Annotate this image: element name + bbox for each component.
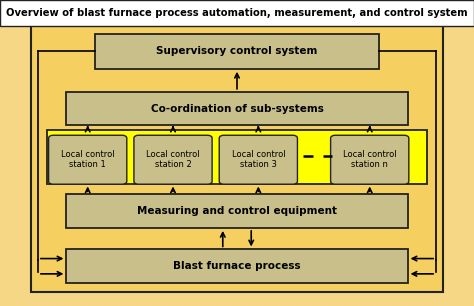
- Text: Overview of blast furnace process automation, measurement, and control system: Overview of blast furnace process automa…: [6, 8, 468, 18]
- FancyBboxPatch shape: [48, 135, 127, 184]
- Text: Local control
station n: Local control station n: [343, 150, 397, 170]
- FancyBboxPatch shape: [95, 34, 379, 69]
- FancyBboxPatch shape: [0, 0, 474, 26]
- FancyBboxPatch shape: [219, 135, 298, 184]
- Text: Co-ordination of sub-systems: Co-ordination of sub-systems: [151, 104, 323, 114]
- FancyBboxPatch shape: [134, 135, 212, 184]
- FancyBboxPatch shape: [66, 194, 408, 228]
- FancyBboxPatch shape: [47, 130, 427, 184]
- Text: Blast furnace process: Blast furnace process: [173, 261, 301, 271]
- Text: Local control
station 2: Local control station 2: [146, 150, 200, 170]
- FancyBboxPatch shape: [331, 135, 409, 184]
- Text: Supervisory control system: Supervisory control system: [156, 46, 318, 56]
- FancyBboxPatch shape: [66, 92, 408, 125]
- FancyBboxPatch shape: [66, 249, 408, 283]
- Text: Local control
station 1: Local control station 1: [61, 150, 115, 170]
- Text: Local control
station 3: Local control station 3: [231, 150, 285, 170]
- Text: Measuring and control equipment: Measuring and control equipment: [137, 206, 337, 216]
- FancyBboxPatch shape: [31, 23, 443, 292]
